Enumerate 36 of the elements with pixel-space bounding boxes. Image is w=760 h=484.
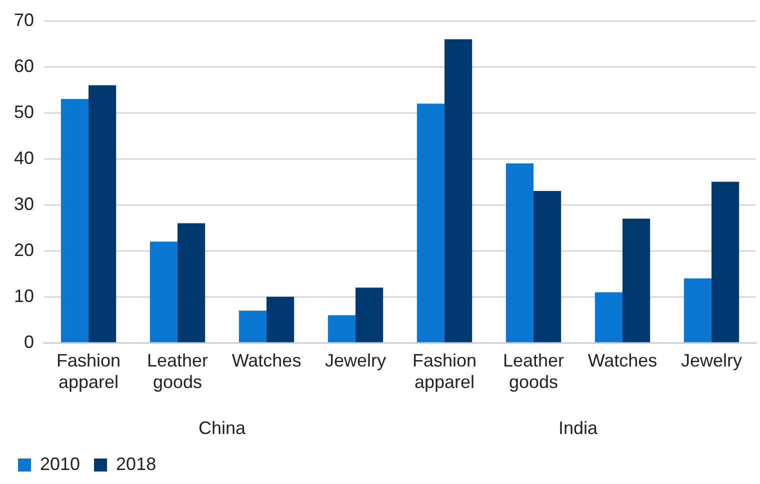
x-tick-label: Jewelry	[680, 350, 742, 371]
bar	[622, 218, 650, 342]
y-tick-label: 40	[14, 148, 34, 168]
bar	[238, 310, 267, 342]
bar	[60, 99, 89, 342]
bar	[150, 242, 178, 342]
text: China	[198, 418, 247, 438]
y-tick-label: 20	[14, 240, 34, 260]
x-tick-label: Leather goods	[502, 350, 564, 392]
bar	[684, 278, 712, 342]
bar	[594, 292, 623, 342]
y-tick-label: 30	[14, 194, 34, 214]
text: India	[558, 418, 599, 438]
y-tick-label: 60	[14, 56, 34, 76]
y-tick-label: 50	[14, 102, 34, 122]
bar	[534, 191, 562, 342]
bar	[266, 296, 294, 342]
bar	[356, 288, 384, 342]
bar	[416, 104, 445, 342]
y-tick-label: 0	[24, 332, 34, 352]
y-tick-label: 10	[14, 286, 34, 306]
x-tick-label: Fashion apparel	[412, 350, 477, 392]
x-tick-label: Leather goods	[146, 350, 208, 392]
bar	[506, 163, 534, 342]
y-tick-label: 70	[14, 10, 34, 30]
legend-label: 2018	[116, 454, 156, 474]
legend-label: 2010	[40, 454, 80, 474]
bar	[712, 182, 740, 342]
x-tick-label: Watches	[588, 350, 658, 371]
x-tick-label: Watches	[232, 350, 302, 371]
bar	[88, 85, 116, 342]
bar	[328, 315, 356, 342]
bar	[444, 39, 472, 342]
x-tick-label: Jewelry	[325, 350, 386, 371]
x-tick-label: Fashion apparel	[56, 350, 121, 392]
bar	[178, 223, 206, 342]
